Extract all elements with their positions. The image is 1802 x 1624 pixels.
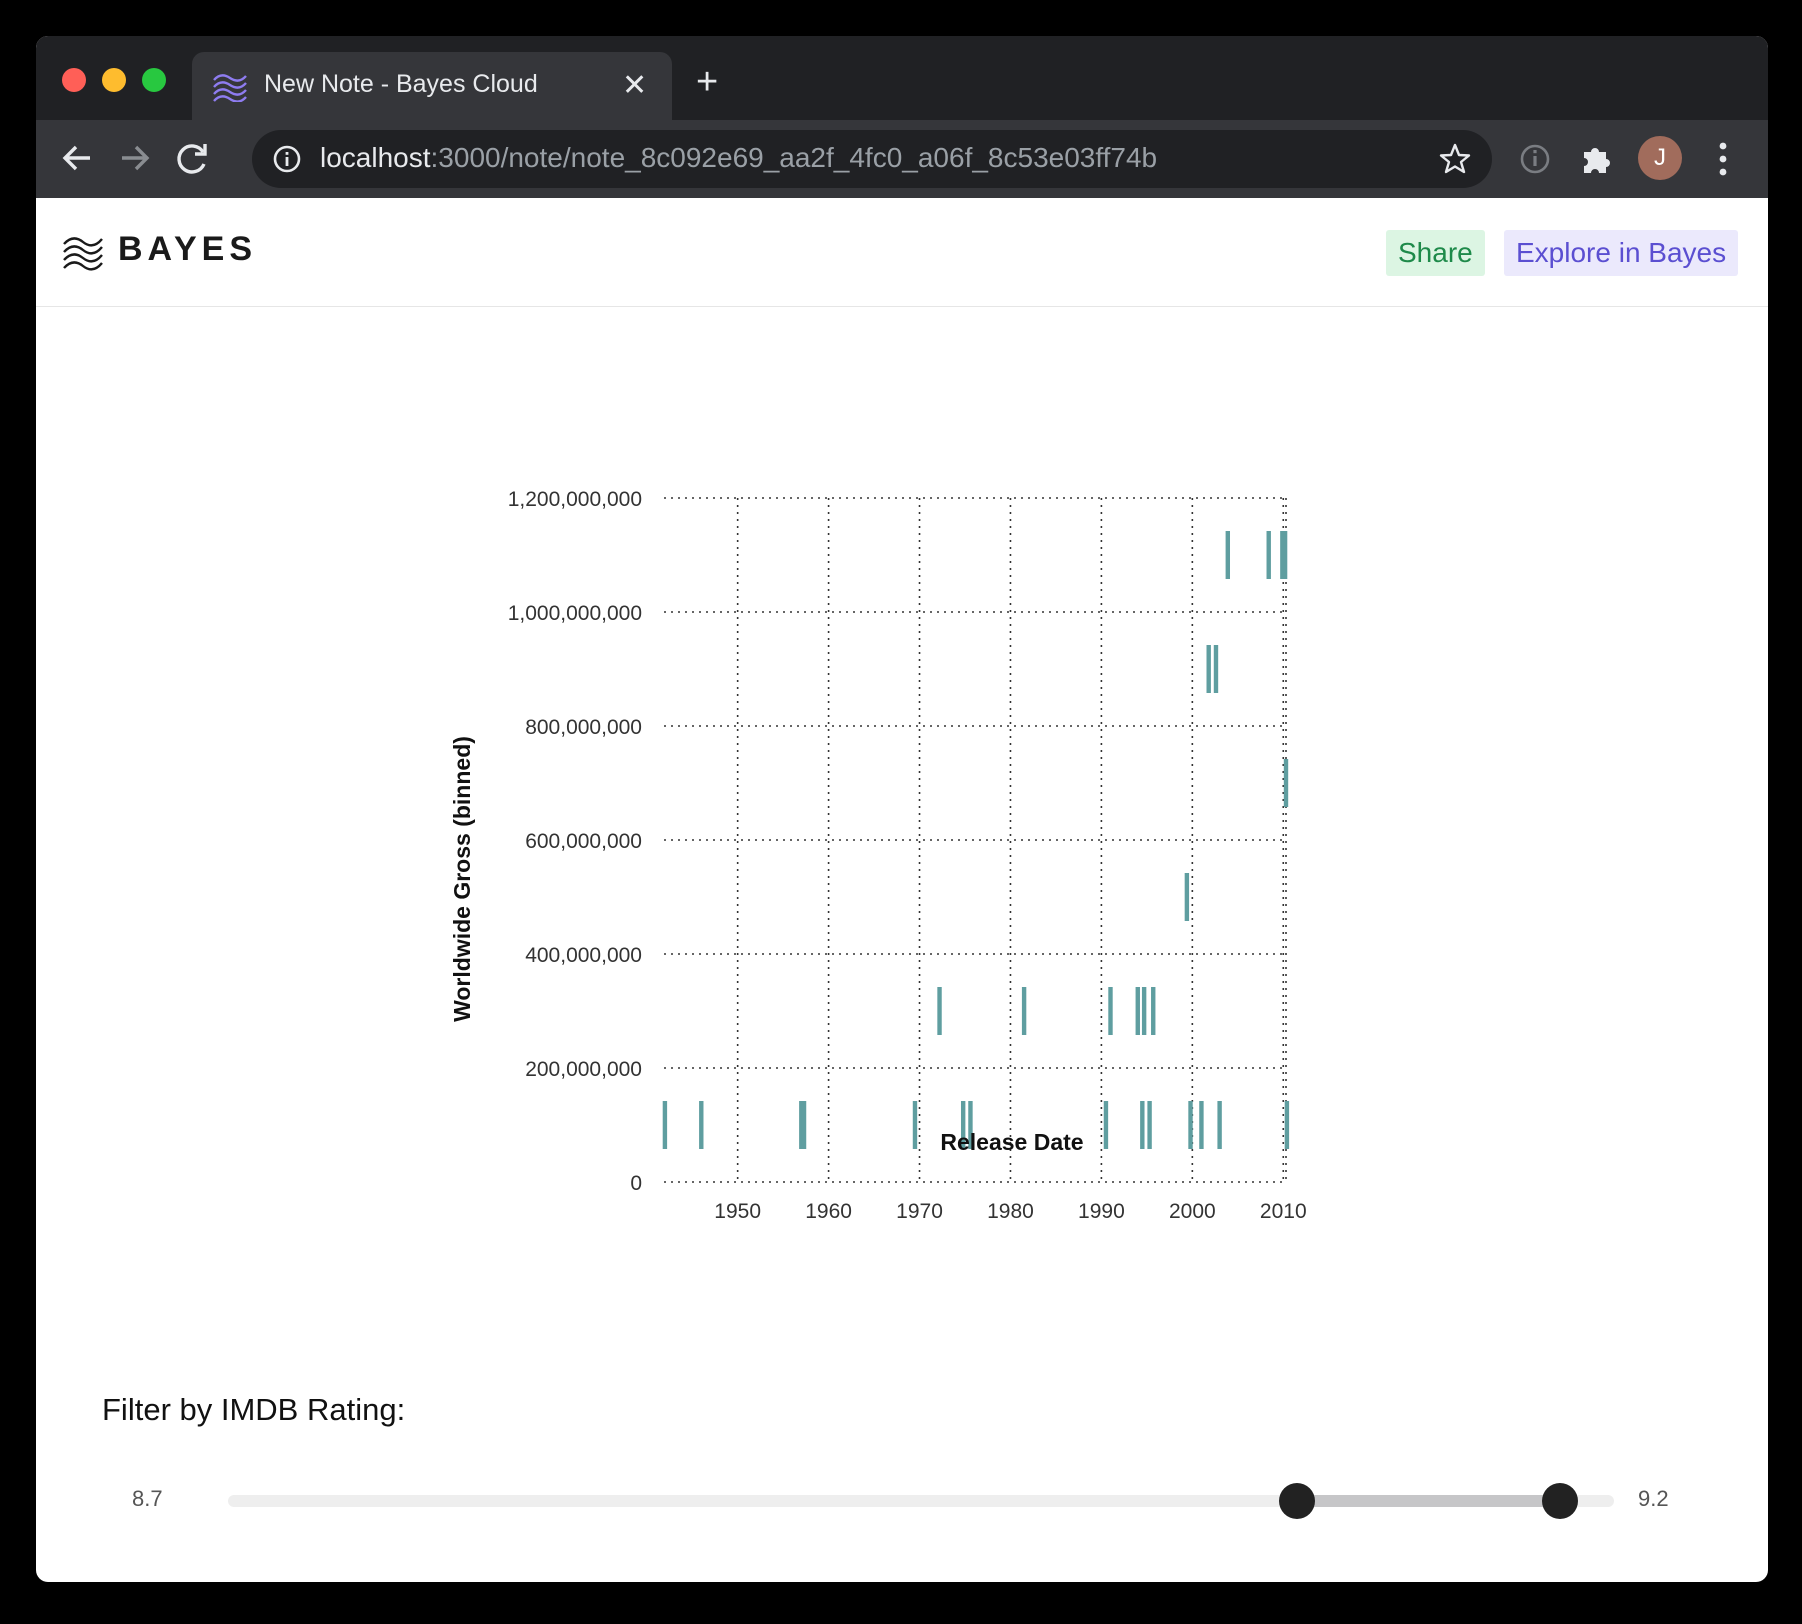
data-tick-mark	[1021, 987, 1027, 1035]
data-tick-mark	[1283, 759, 1289, 807]
data-tick-mark	[937, 987, 942, 1035]
data-tick-mark	[1141, 987, 1147, 1035]
data-tick-mark	[1135, 987, 1140, 1035]
data-tick-mark	[799, 1101, 804, 1149]
y-tick-label: 400,000,000	[525, 944, 642, 967]
slider-min-label: 8.7	[132, 1486, 163, 1511]
y-tick-label: 600,000,000	[525, 830, 642, 853]
tab-title: New Note - Bayes Cloud	[264, 70, 538, 98]
browser-toolbar: localhost:3000/note/note_8c092e69_aa2f_4…	[36, 120, 1768, 199]
data-tick-mark	[1103, 1101, 1109, 1149]
slider-handle-low[interactable]	[1279, 1483, 1316, 1519]
maximize-window-button[interactable]	[142, 68, 166, 92]
data-tick-mark	[1280, 531, 1285, 579]
chart-grid	[664, 497, 1287, 1183]
y-tick-label: 200,000,000	[525, 1058, 642, 1081]
scatter-chart: 0 200,000,000 400,000,000 600,000,000 800,00…	[449, 488, 1307, 1223]
x-tick-label: 1980	[987, 1200, 1034, 1223]
url-text: localhost:3000/note/note_8c092e69_aa2f_4…	[320, 142, 1157, 174]
x-axis-ticks: 1950 1960 1970 1980 1990 2000 2010	[714, 1200, 1306, 1223]
slider-track[interactable]	[228, 1495, 1614, 1507]
reload-icon[interactable]	[168, 134, 216, 182]
share-button[interactable]: Share	[1386, 230, 1485, 276]
avatar[interactable]: J	[1638, 136, 1682, 180]
bayes-logo-icon	[63, 237, 103, 271]
address-bar[interactable]: localhost:3000/note/note_8c092e69_aa2f_4…	[252, 130, 1492, 188]
x-tick-label: 1960	[805, 1200, 852, 1223]
close-window-button[interactable]	[62, 68, 86, 92]
data-tick-mark	[1213, 645, 1219, 693]
x-tick-label: 2000	[1169, 1200, 1216, 1223]
tab-active[interactable]: New Note - Bayes Cloud ✕	[192, 52, 672, 120]
y-tick-label: 800,000,000	[525, 716, 642, 739]
y-axis-ticks: 0 200,000,000 400,000,000 600,000,000 800,00…	[508, 488, 642, 1195]
data-tick-mark	[1284, 1101, 1290, 1149]
app-header: BAYES Share Explore in Bayes	[36, 198, 1768, 307]
data-tick-mark	[801, 1101, 807, 1149]
data-tick-mark	[1282, 531, 1288, 579]
slider-handle-high[interactable]	[1542, 1483, 1578, 1519]
url-host: localhost	[320, 142, 431, 173]
extension-info-icon[interactable]	[1516, 140, 1554, 178]
more-icon[interactable]	[1718, 140, 1728, 178]
y-axis-label: Worldwide Gross (binned)	[449, 736, 475, 1022]
y-tick-label: 1,200,000,000	[508, 488, 642, 511]
filter-label: Filter by IMDB Rating:	[102, 1392, 406, 1427]
data-tick-mark	[968, 1101, 973, 1149]
forward-arrow-icon[interactable]	[110, 134, 158, 182]
x-tick-label: 1950	[714, 1200, 761, 1223]
data-tick-mark	[699, 1101, 704, 1149]
data-tick-mark	[1151, 987, 1156, 1035]
data-tick-mark	[1108, 987, 1113, 1035]
star-icon[interactable]	[1438, 142, 1472, 176]
data-tick-mark	[1225, 531, 1231, 579]
new-tab-icon[interactable]: +	[696, 61, 719, 103]
data-tick-mark	[1217, 1101, 1222, 1149]
data-tick-mark	[662, 1101, 668, 1149]
tab-close-icon[interactable]: ✕	[622, 69, 648, 102]
data-tick-mark	[1147, 1101, 1152, 1149]
y-tick-label: 0	[630, 1172, 642, 1195]
data-tick-mark	[1206, 645, 1211, 693]
url-path: :3000/note/note_8c092e69_aa2f_4fc0_a06f_…	[430, 142, 1158, 173]
x-axis-label: Release Date	[940, 1129, 1083, 1155]
slider-max-label: 9.2	[1638, 1486, 1669, 1511]
x-tick-label: 1990	[1078, 1200, 1125, 1223]
data-tick-mark	[1140, 1101, 1145, 1149]
data-tick-mark	[1199, 1101, 1204, 1149]
minimize-window-button[interactable]	[102, 68, 126, 92]
data-tick-mark	[1184, 873, 1190, 921]
chart-marks	[662, 531, 1290, 1149]
back-arrow-icon[interactable]	[54, 134, 102, 182]
data-tick-mark	[1188, 1101, 1193, 1149]
tab-bar: New Note - Bayes Cloud ✕ +	[36, 36, 1768, 120]
y-tick-label: 1,000,000,000	[508, 602, 642, 625]
data-tick-mark	[960, 1101, 966, 1149]
slider-selected-range	[1297, 1495, 1560, 1507]
info-icon[interactable]	[272, 144, 302, 174]
data-tick-mark	[1266, 531, 1271, 579]
data-tick-mark	[912, 1101, 918, 1149]
logo-text: BAYES	[118, 230, 258, 268]
explore-in-bayes-button[interactable]: Explore in Bayes	[1504, 230, 1739, 276]
x-tick-label: 1970	[896, 1200, 943, 1223]
bayes-logo-icon	[213, 74, 247, 102]
browser-window: New Note - Bayes Cloud ✕ + localhost:300…	[36, 36, 1768, 1582]
x-tick-label: 2010	[1260, 1200, 1307, 1223]
puzzle-icon[interactable]	[1578, 140, 1616, 178]
